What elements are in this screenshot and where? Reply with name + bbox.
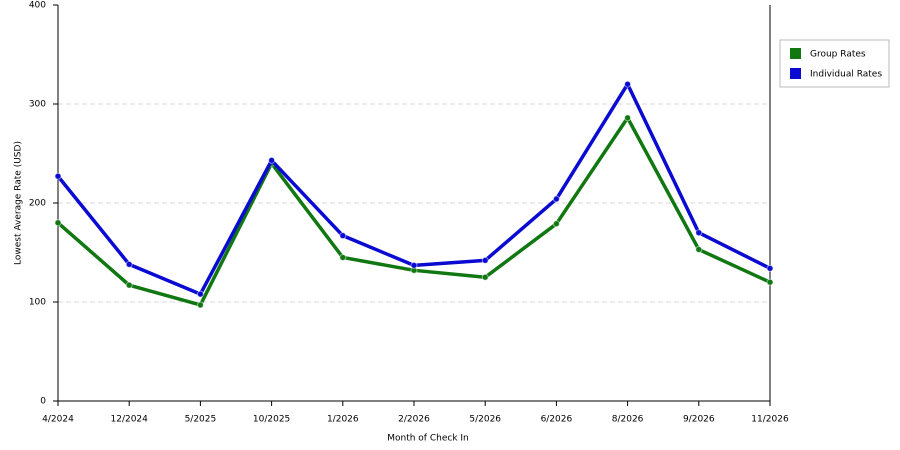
data-point	[481, 273, 489, 281]
data-point	[552, 195, 560, 203]
data-point	[339, 253, 347, 261]
data-point	[54, 172, 62, 180]
x-tick-label: 4/2024	[42, 415, 74, 425]
x-tick-label: 11/2026	[751, 415, 789, 425]
data-point	[624, 80, 632, 88]
x-tick-label: 5/2025	[185, 415, 217, 425]
x-tick-label: 1/2026	[327, 415, 359, 425]
data-point	[339, 232, 347, 240]
data-point	[481, 256, 489, 264]
x-tick-label: 2/2026	[398, 415, 430, 425]
y-tick-label: 0	[40, 397, 46, 407]
legend-box	[779, 39, 890, 88]
data-point	[624, 114, 632, 122]
y-tick-label: 400	[29, 1, 46, 11]
data-point	[695, 229, 703, 237]
x-tick-label: 6/2026	[541, 415, 573, 425]
y-tick-label: 100	[29, 298, 46, 308]
x-tick-label: 10/2025	[253, 415, 290, 425]
data-point	[695, 246, 703, 254]
x-tick-label: 8/2026	[612, 415, 644, 425]
data-point	[125, 260, 133, 268]
x-tick-label: 9/2026	[683, 415, 715, 425]
x-tick-label: 12/2024	[111, 415, 149, 425]
y-tick-label: 300	[29, 100, 46, 110]
y-tick-label: 200	[29, 199, 46, 209]
data-point	[54, 219, 62, 227]
legend-label: Group Rates	[810, 50, 866, 60]
data-point	[268, 156, 276, 164]
series-line	[56, 116, 771, 307]
data-point	[196, 301, 204, 309]
data-point	[125, 281, 133, 289]
y-axis-label: Lowest Average Rate (USD)	[14, 141, 24, 265]
x-tick-label: 5/2026	[469, 415, 501, 425]
data-point	[766, 264, 774, 272]
data-point	[410, 261, 418, 269]
legend-swatch	[790, 48, 801, 59]
legend-label: Individual Rates	[810, 70, 882, 80]
data-point	[552, 220, 560, 228]
x-axis-label: Month of Check In	[387, 434, 469, 444]
legend-swatch	[790, 68, 801, 79]
data-point	[766, 278, 774, 286]
data-point	[196, 290, 204, 298]
